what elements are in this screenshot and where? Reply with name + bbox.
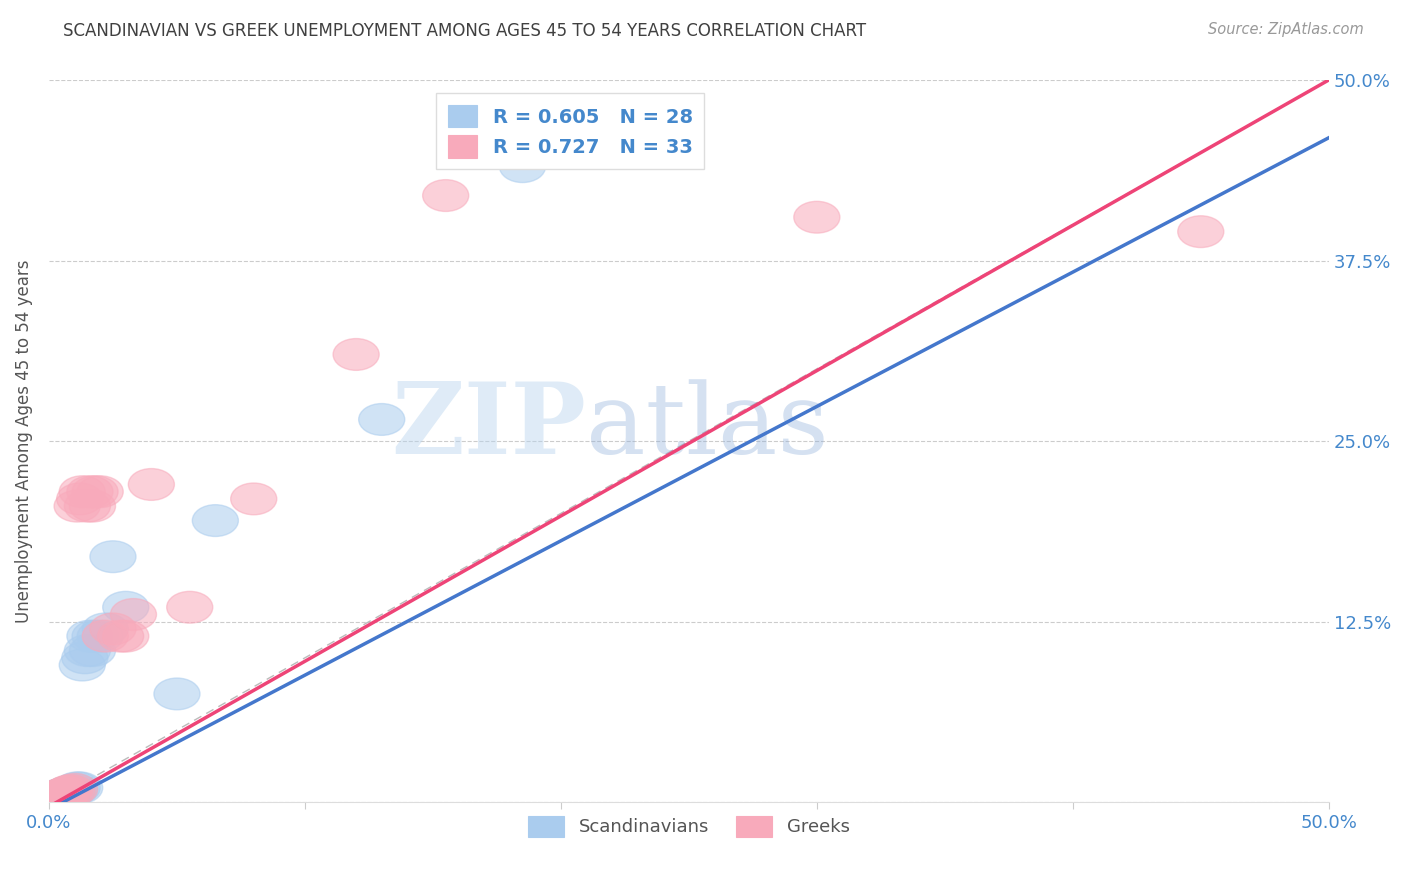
- Ellipse shape: [1178, 216, 1223, 248]
- Ellipse shape: [46, 776, 93, 808]
- Ellipse shape: [82, 620, 128, 652]
- Ellipse shape: [67, 620, 112, 652]
- Ellipse shape: [56, 483, 103, 515]
- Ellipse shape: [31, 783, 77, 815]
- Ellipse shape: [44, 776, 90, 808]
- Legend: Scandinavians, Greeks: Scandinavians, Greeks: [520, 808, 856, 844]
- Ellipse shape: [103, 591, 149, 624]
- Ellipse shape: [333, 339, 380, 370]
- Ellipse shape: [44, 776, 90, 808]
- Ellipse shape: [34, 782, 80, 814]
- Ellipse shape: [56, 772, 103, 804]
- Ellipse shape: [65, 635, 111, 666]
- Ellipse shape: [72, 620, 118, 652]
- Text: SCANDINAVIAN VS GREEK UNEMPLOYMENT AMONG AGES 45 TO 54 YEARS CORRELATION CHART: SCANDINAVIAN VS GREEK UNEMPLOYMENT AMONG…: [63, 22, 866, 40]
- Ellipse shape: [37, 779, 82, 811]
- Ellipse shape: [39, 780, 84, 813]
- Ellipse shape: [49, 775, 96, 806]
- Ellipse shape: [52, 773, 97, 805]
- Ellipse shape: [82, 613, 128, 645]
- Ellipse shape: [65, 491, 111, 522]
- Ellipse shape: [69, 635, 115, 666]
- Ellipse shape: [128, 468, 174, 500]
- Ellipse shape: [62, 642, 108, 673]
- Ellipse shape: [193, 505, 239, 536]
- Ellipse shape: [37, 780, 82, 813]
- Text: atlas: atlas: [586, 379, 830, 475]
- Ellipse shape: [39, 779, 84, 811]
- Ellipse shape: [44, 776, 90, 808]
- Ellipse shape: [77, 475, 124, 508]
- Ellipse shape: [46, 775, 93, 806]
- Ellipse shape: [77, 620, 124, 652]
- Ellipse shape: [39, 779, 84, 811]
- Ellipse shape: [53, 772, 100, 804]
- Ellipse shape: [423, 179, 468, 211]
- Ellipse shape: [499, 151, 546, 183]
- Ellipse shape: [31, 782, 77, 814]
- Ellipse shape: [97, 620, 143, 652]
- Ellipse shape: [41, 778, 87, 810]
- Ellipse shape: [37, 780, 82, 813]
- Text: ZIP: ZIP: [392, 378, 586, 475]
- Ellipse shape: [153, 678, 200, 710]
- Ellipse shape: [67, 475, 112, 508]
- Ellipse shape: [103, 620, 149, 652]
- Ellipse shape: [90, 541, 136, 573]
- Ellipse shape: [111, 599, 156, 631]
- Ellipse shape: [34, 780, 80, 813]
- Y-axis label: Unemployment Among Ages 45 to 54 years: Unemployment Among Ages 45 to 54 years: [15, 260, 32, 623]
- Ellipse shape: [167, 591, 212, 624]
- Ellipse shape: [53, 491, 100, 522]
- Ellipse shape: [794, 202, 839, 233]
- Ellipse shape: [37, 779, 82, 811]
- Ellipse shape: [231, 483, 277, 515]
- Ellipse shape: [59, 475, 105, 508]
- Ellipse shape: [28, 783, 75, 815]
- Ellipse shape: [41, 778, 87, 810]
- Text: Source: ZipAtlas.com: Source: ZipAtlas.com: [1208, 22, 1364, 37]
- Ellipse shape: [49, 775, 96, 806]
- Ellipse shape: [69, 491, 115, 522]
- Ellipse shape: [359, 403, 405, 435]
- Ellipse shape: [90, 613, 136, 645]
- Ellipse shape: [72, 475, 118, 508]
- Ellipse shape: [31, 782, 77, 814]
- Ellipse shape: [34, 780, 80, 813]
- Ellipse shape: [59, 649, 105, 681]
- Ellipse shape: [52, 773, 97, 805]
